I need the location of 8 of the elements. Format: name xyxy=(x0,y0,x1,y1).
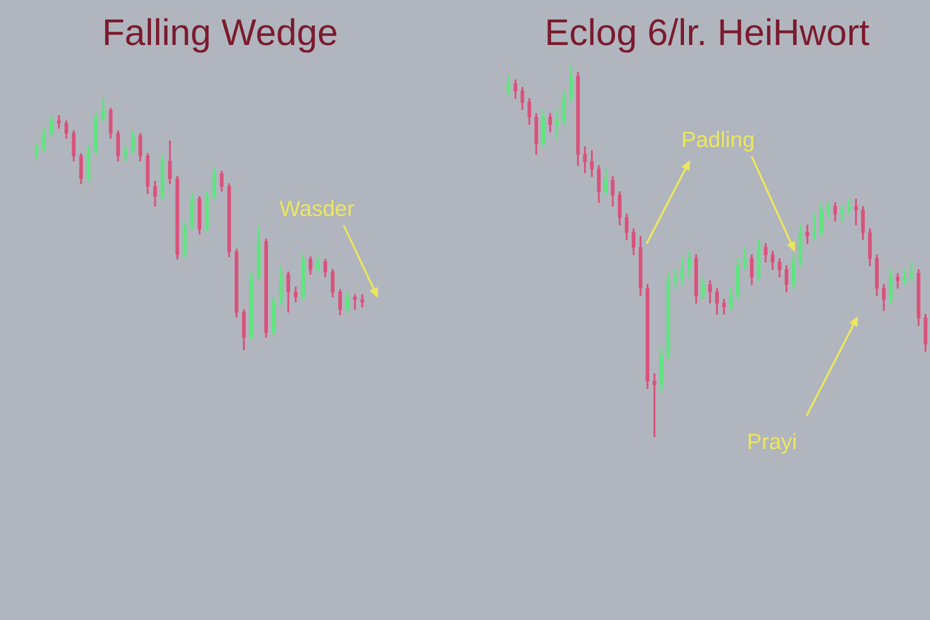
annotation: Padling xyxy=(681,127,755,152)
candlestick xyxy=(652,373,656,437)
candlestick xyxy=(555,109,559,140)
annotation: Wasder xyxy=(280,196,354,221)
chart-title: Eclog 6/lr. HeiHwort xyxy=(544,12,870,53)
candlestick xyxy=(854,198,858,226)
annotation: Prayi xyxy=(746,429,798,454)
chart-title: Falling Wedge xyxy=(102,12,338,53)
